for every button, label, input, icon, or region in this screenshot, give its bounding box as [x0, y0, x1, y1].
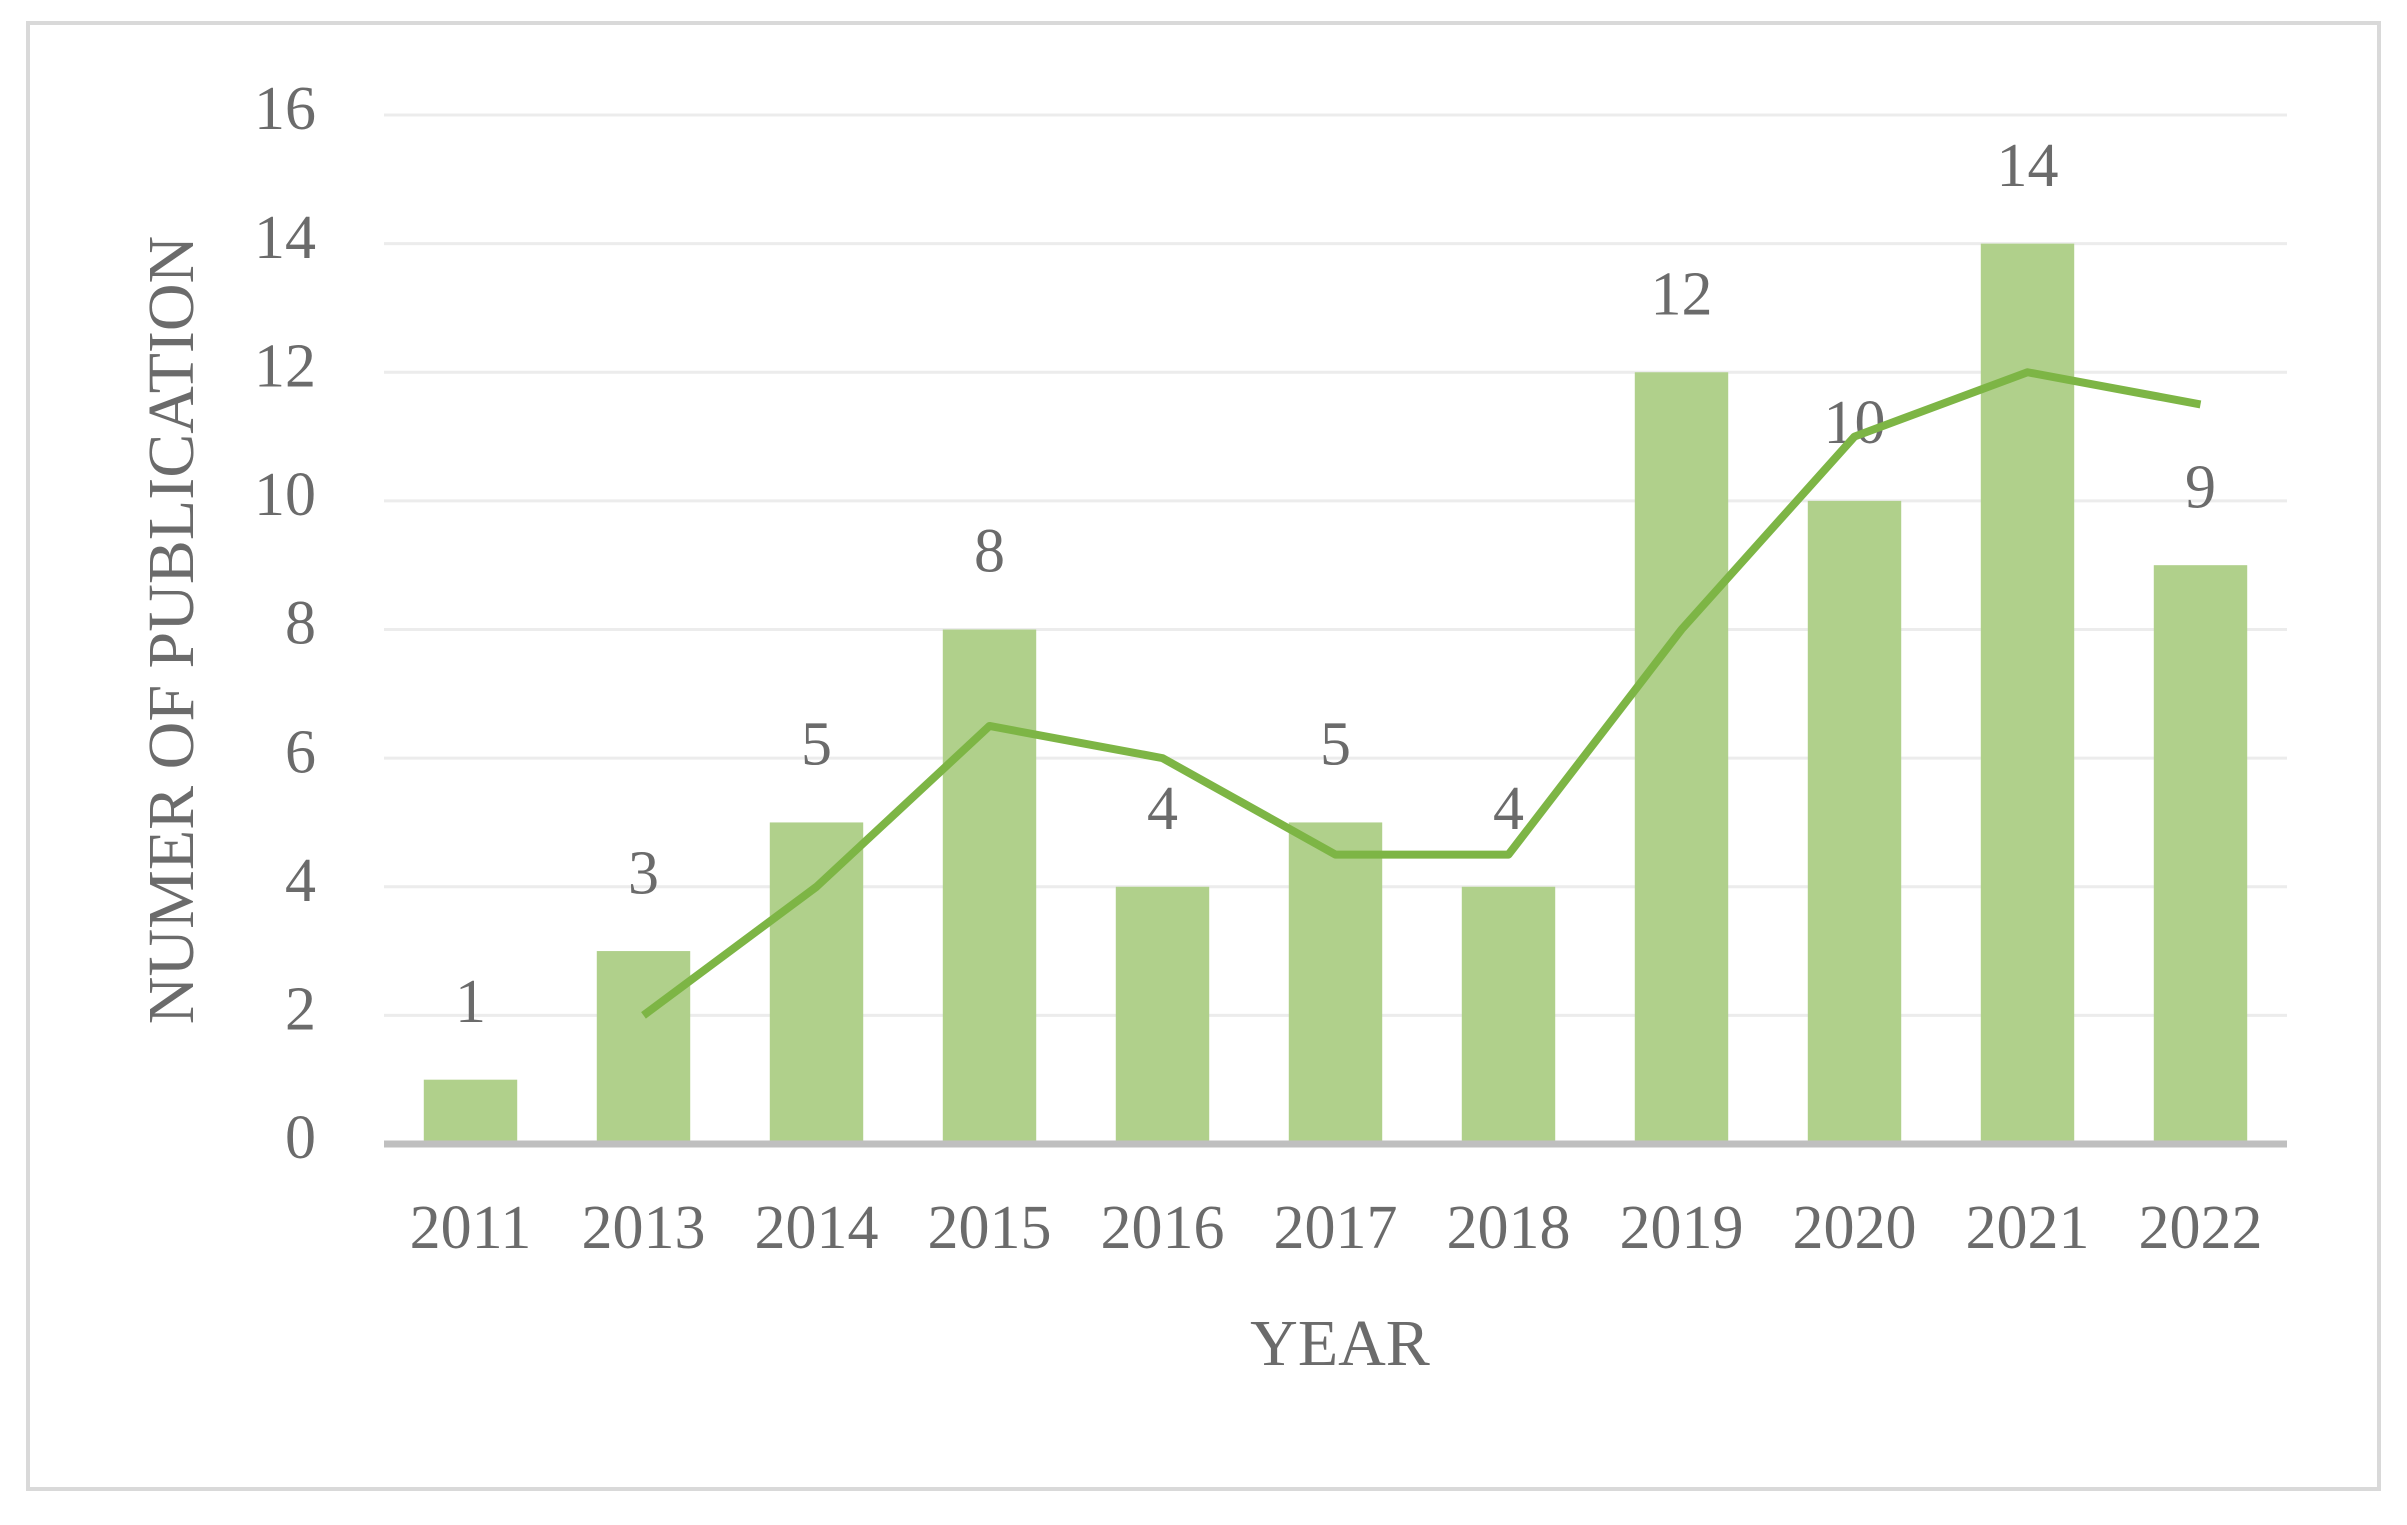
y-tick-label: 8 — [285, 590, 316, 658]
data-label: 3 — [628, 839, 659, 907]
bar — [423, 1079, 518, 1144]
x-tick-label: 2019 — [1620, 1194, 1744, 1262]
data-label: 1 — [455, 968, 486, 1036]
x-tick-label: 2022 — [2139, 1194, 2263, 1262]
y-tick-label: 16 — [254, 75, 316, 143]
data-label: 5 — [801, 711, 832, 779]
y-tick-label: 12 — [254, 332, 316, 400]
x-tick-label: 2021 — [1966, 1194, 2090, 1262]
data-label: 4 — [1493, 775, 1524, 843]
bar — [942, 629, 1037, 1144]
y-tick-label: 0 — [285, 1104, 316, 1172]
bar — [769, 822, 864, 1144]
data-label: 12 — [1651, 260, 1713, 328]
x-tick-label: 2011 — [410, 1194, 532, 1262]
x-tick-label: 2014 — [755, 1194, 879, 1262]
x-axis-title: YEAR — [1250, 1307, 1430, 1380]
bar — [1461, 886, 1556, 1144]
bar — [1115, 886, 1210, 1144]
data-label: 9 — [2185, 453, 2216, 521]
x-tick-label: 2017 — [1274, 1194, 1398, 1262]
y-tick-label: 10 — [254, 461, 316, 529]
bar — [1980, 243, 2075, 1144]
y-tick-label: 2 — [285, 976, 316, 1044]
y-tick-label: 14 — [254, 204, 316, 272]
bar — [596, 951, 691, 1144]
bar — [1634, 372, 1729, 1144]
data-label: 14 — [1997, 132, 2059, 200]
x-tick-label: 2016 — [1101, 1194, 1225, 1262]
data-label: 8 — [974, 518, 1005, 586]
x-tick-label: 2013 — [582, 1194, 706, 1262]
y-tick-label: 4 — [285, 847, 316, 915]
data-label: 4 — [1147, 775, 1178, 843]
bar — [1288, 822, 1383, 1144]
data-label: 10 — [1824, 389, 1886, 457]
x-tick-label: 2020 — [1793, 1194, 1917, 1262]
trend-line — [641, 368, 2202, 1019]
bar — [1807, 500, 1902, 1144]
y-tick-label: 6 — [285, 718, 316, 786]
y-axis-title: NUMER OF PUBLICATION — [135, 236, 208, 1024]
data-label: 5 — [1320, 711, 1351, 779]
bar — [2153, 565, 2248, 1144]
x-tick-label: 2018 — [1447, 1194, 1571, 1262]
x-tick-label: 2015 — [928, 1194, 1052, 1262]
